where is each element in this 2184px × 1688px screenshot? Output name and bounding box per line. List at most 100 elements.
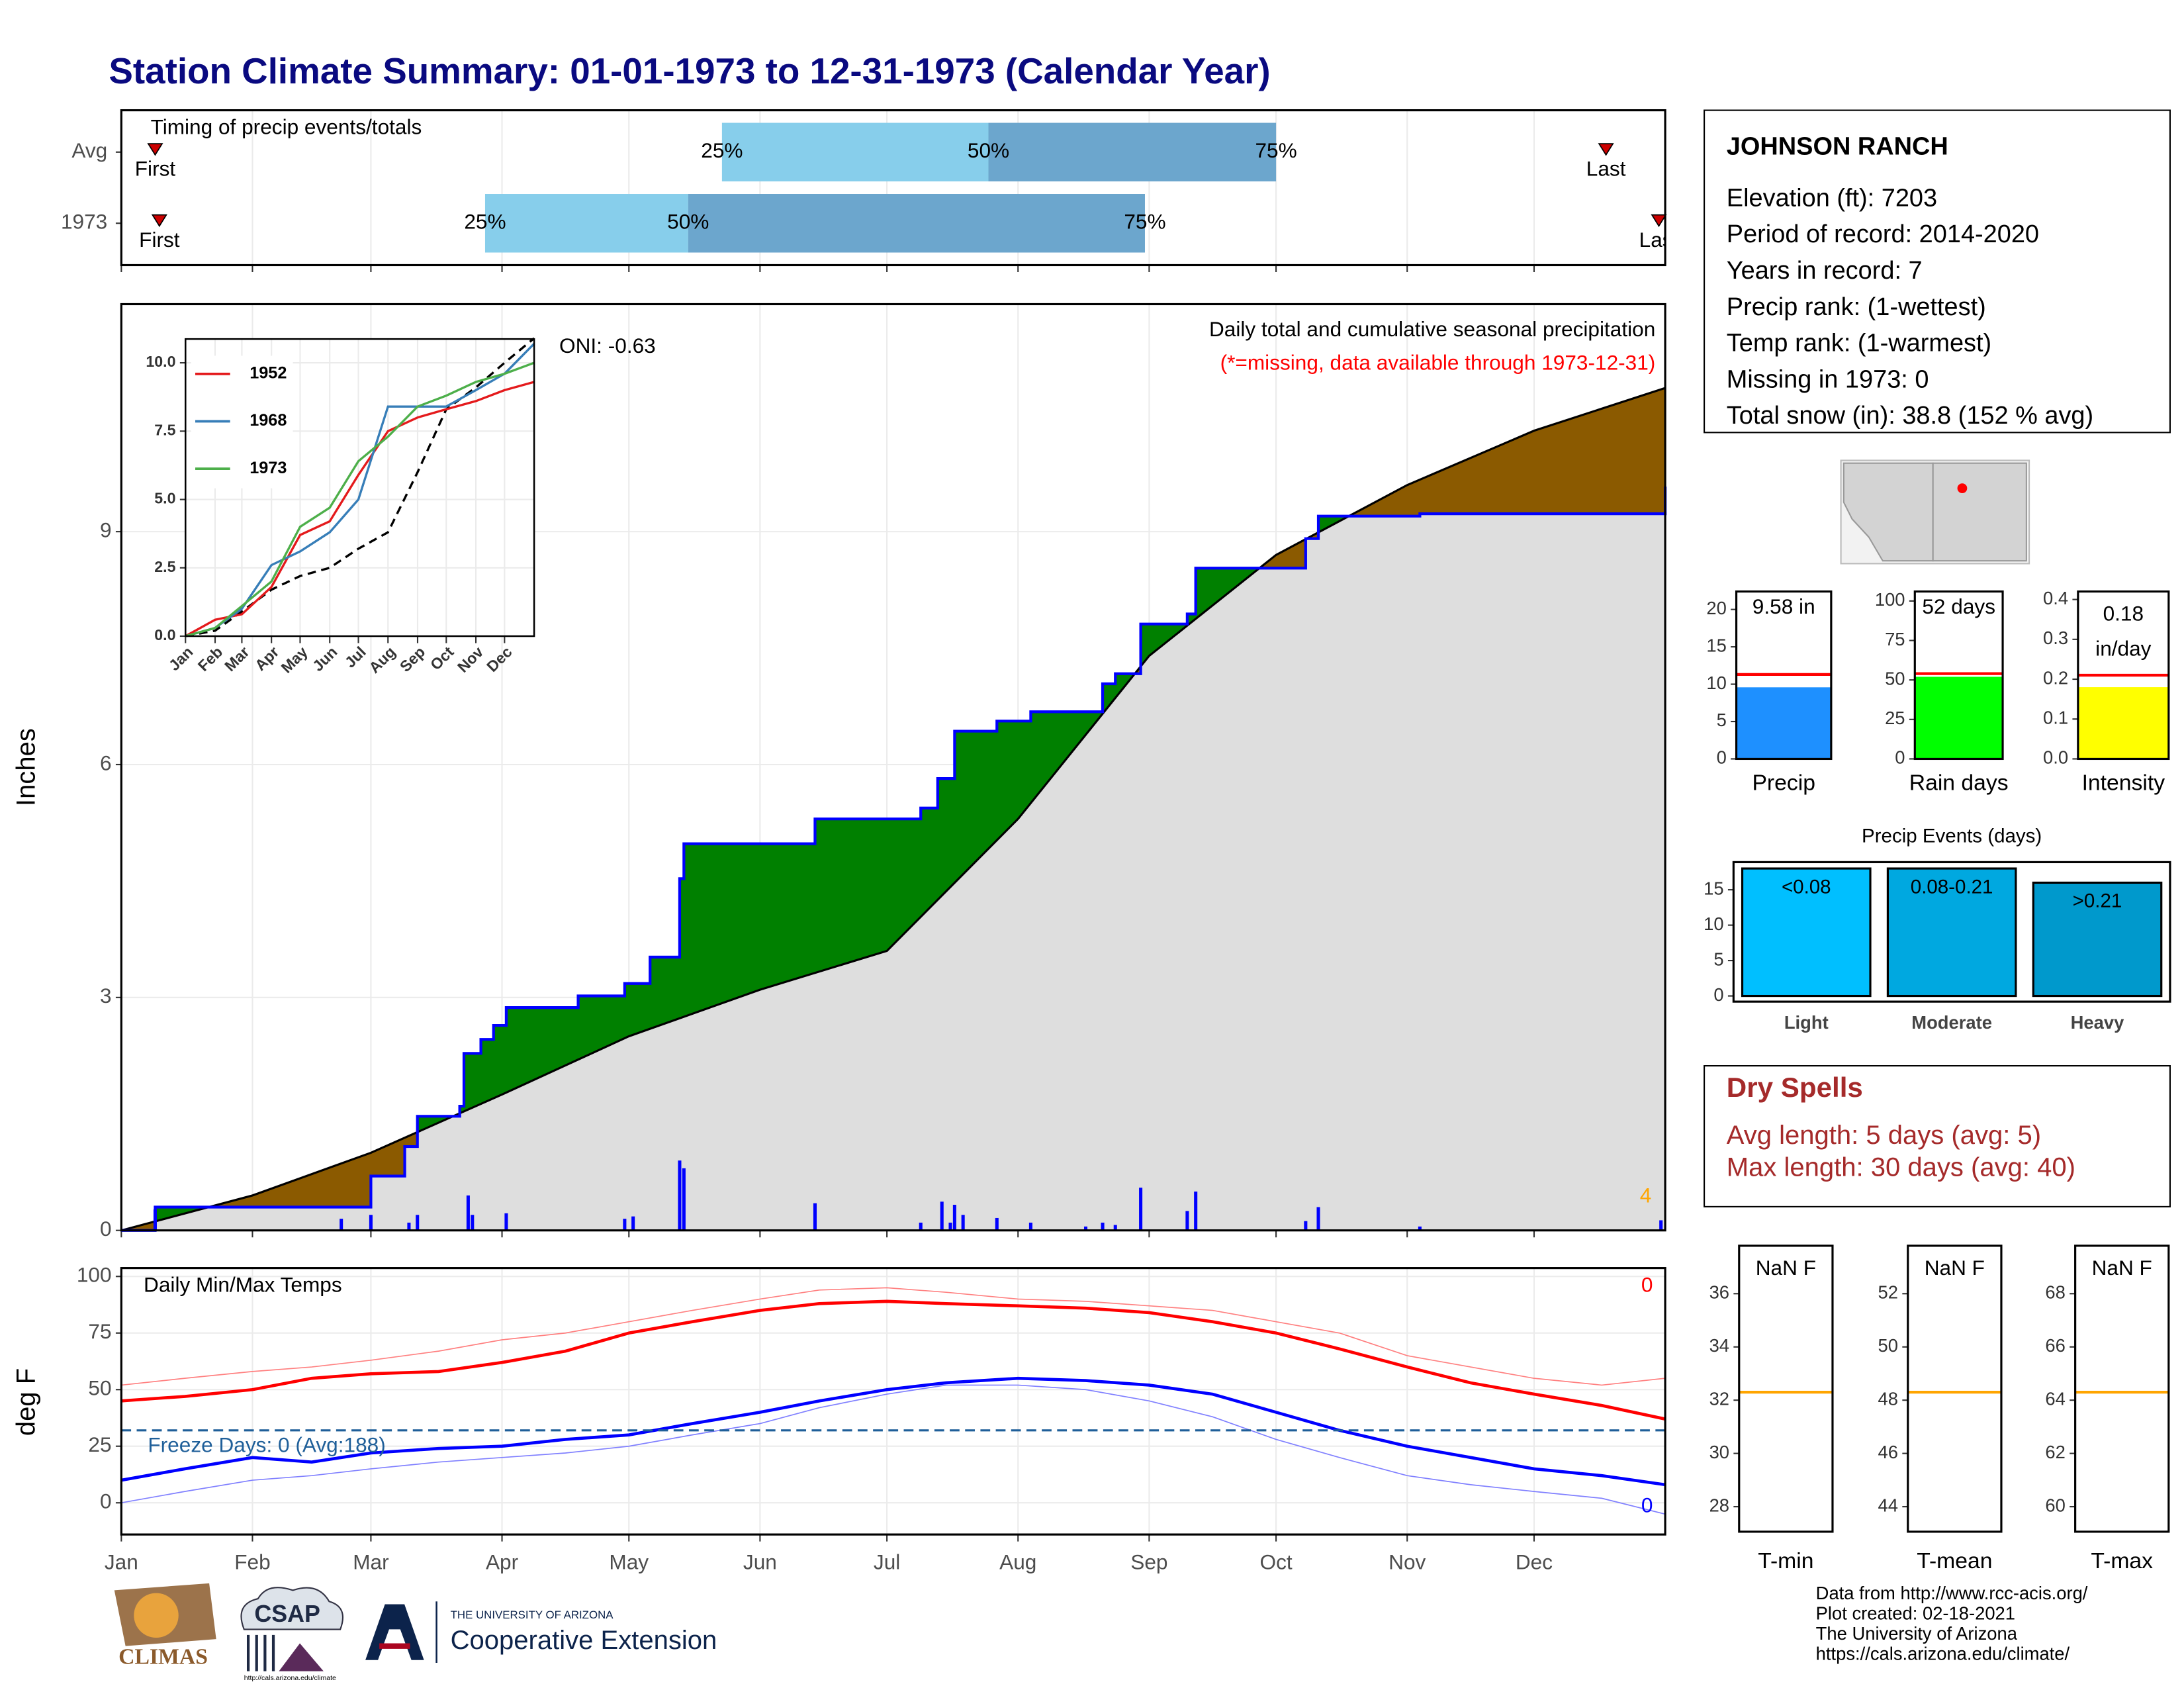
timing-rows: 25% 50% 75% First Last 25% 50% 75% First Last: [135, 122, 1679, 253]
csap-mountain: [279, 1643, 324, 1671]
climas-sun: [134, 1593, 179, 1638]
bar: [1886, 867, 2017, 998]
x-tick-label: Moderate: [1911, 1012, 1992, 1033]
x-tick-label: Jan: [105, 1550, 138, 1574]
y-tick-label: 50: [88, 1376, 111, 1400]
daily-bar: [940, 1201, 944, 1231]
legend-label: 1973: [250, 459, 287, 477]
x-tick-label: Jul: [874, 1550, 900, 1574]
x-tick-label: Mar: [353, 1550, 388, 1574]
daily-bar: [678, 1160, 682, 1231]
logo-text: http://cals.arizona.edu/climate: [244, 1674, 336, 1682]
x-tick-label: Apr: [486, 1550, 518, 1574]
locator-map: [1840, 459, 2030, 565]
y-tick-label: 6: [100, 751, 112, 774]
row-label: 1973: [61, 210, 107, 234]
value-label: NaN F: [2092, 1256, 2152, 1280]
x-tick-label: Aug: [999, 1550, 1036, 1574]
value-label: NaN F: [1925, 1256, 1985, 1280]
x-tick-label: Feb: [234, 1550, 270, 1574]
marker: [147, 143, 163, 156]
x-tick-label: Sep: [1130, 1550, 1167, 1574]
average-line: [185, 337, 535, 637]
min-count: 0: [1641, 1493, 1653, 1517]
y-tick-label: 75: [1885, 629, 1905, 649]
timing-frame: [120, 109, 1666, 267]
x-tick-label: Jun: [743, 1550, 777, 1574]
daily-bar: [1028, 1222, 1032, 1231]
max-count: 0: [1641, 1272, 1653, 1296]
gauge-panel: [1907, 1245, 2001, 1532]
y-tick-label: 3: [100, 984, 112, 1008]
y-tick-label: 5: [1713, 949, 1723, 969]
legend-label: 1968: [250, 411, 287, 430]
event-label: First: [139, 228, 180, 252]
station-line: Period of record: 2014-2020: [1727, 220, 2039, 248]
freeze-label: Freeze Days: 0 (Avg:188): [148, 1433, 385, 1457]
map-state: [1932, 462, 2027, 562]
y-tick-label: 32: [1709, 1388, 1729, 1409]
y-tick-label: 66: [2045, 1335, 2065, 1356]
daily-bar: [995, 1217, 999, 1231]
quantile-label: 25%: [464, 210, 506, 234]
quantile-label: 50%: [968, 138, 1009, 162]
y-tick-label: 50: [1878, 1335, 1898, 1356]
x-tick-label: Dec: [1516, 1550, 1553, 1574]
value-label: NaN F: [1756, 1256, 1816, 1280]
station-lines: Elevation (ft): 7203 Period of record: 20…: [1727, 184, 2093, 430]
events-title: Precip Events (days): [1862, 825, 2042, 847]
gauge-frame: [1907, 1244, 2003, 1533]
station-line: Years in record: 7: [1727, 257, 1923, 285]
average-area: [121, 487, 1666, 1231]
daily-bar: [466, 1195, 470, 1231]
daily-bar: [1101, 1222, 1105, 1231]
daily-bar: [340, 1219, 343, 1231]
timing-bar: [484, 194, 688, 253]
daily-bar: [952, 1205, 956, 1231]
y-tick-label: 10: [1704, 914, 1723, 934]
daily-bar: [961, 1215, 965, 1231]
y-tick-label: 100: [77, 1263, 112, 1287]
observed-line: [121, 487, 1667, 1232]
station-line: Elevation (ft): 7203: [1727, 184, 1937, 212]
y-tick-label: 0.3: [2043, 628, 2068, 648]
inset-frame: [185, 338, 535, 637]
gauge-label: T-max: [2091, 1548, 2153, 1573]
y-tick-label: 30: [1709, 1442, 1729, 1462]
credit-line: The University of Arizona: [1816, 1623, 2018, 1644]
y-tick-label: 0: [1717, 747, 1727, 768]
logo-text: Cooperative Extension: [451, 1626, 717, 1655]
dry-spells-line: Max length: 30 days (avg: 40): [1727, 1153, 2075, 1182]
event-label: Last: [1586, 157, 1626, 181]
gauge-label: Rain days: [1909, 770, 2009, 795]
x-tick-label: Light: [1784, 1012, 1829, 1033]
dry-spells-line: Avg length: 5 days (avg: 5): [1727, 1121, 2041, 1150]
series-line: [185, 361, 535, 637]
station-location: [1957, 483, 1968, 494]
y-tick-label: 0: [100, 1489, 112, 1513]
precip-frame: [120, 303, 1666, 1232]
temps-panel: [121, 1268, 1666, 1535]
gauge-bar: [1915, 677, 2003, 759]
y-tick-label: 15: [1704, 878, 1723, 898]
oni: ONI: -0.63: [559, 334, 656, 357]
csap-cloud: [240, 1587, 343, 1630]
gauge-frame: [1913, 590, 2004, 761]
daily-bar: [623, 1219, 627, 1231]
dry-spells-box: [1704, 1065, 2171, 1207]
y-tick-label: 10: [1706, 673, 1726, 693]
quantile-label: 75%: [1124, 210, 1165, 234]
quantile-label: 50%: [667, 210, 709, 234]
credit-line: https://cals.arizona.edu/climate/: [1816, 1644, 2070, 1664]
gauge-panel: [2075, 1245, 2169, 1532]
y-tick-label: 5.0: [154, 490, 175, 507]
bin-label: <0.08: [1782, 876, 1831, 898]
events-frame: [1732, 861, 2171, 1003]
value-label: 0.18: [2103, 602, 2144, 626]
daily-bar: [919, 1222, 923, 1231]
gauge-panel: [1739, 1245, 1833, 1532]
event-label: Last: [1639, 228, 1679, 252]
series-line: [185, 343, 535, 637]
